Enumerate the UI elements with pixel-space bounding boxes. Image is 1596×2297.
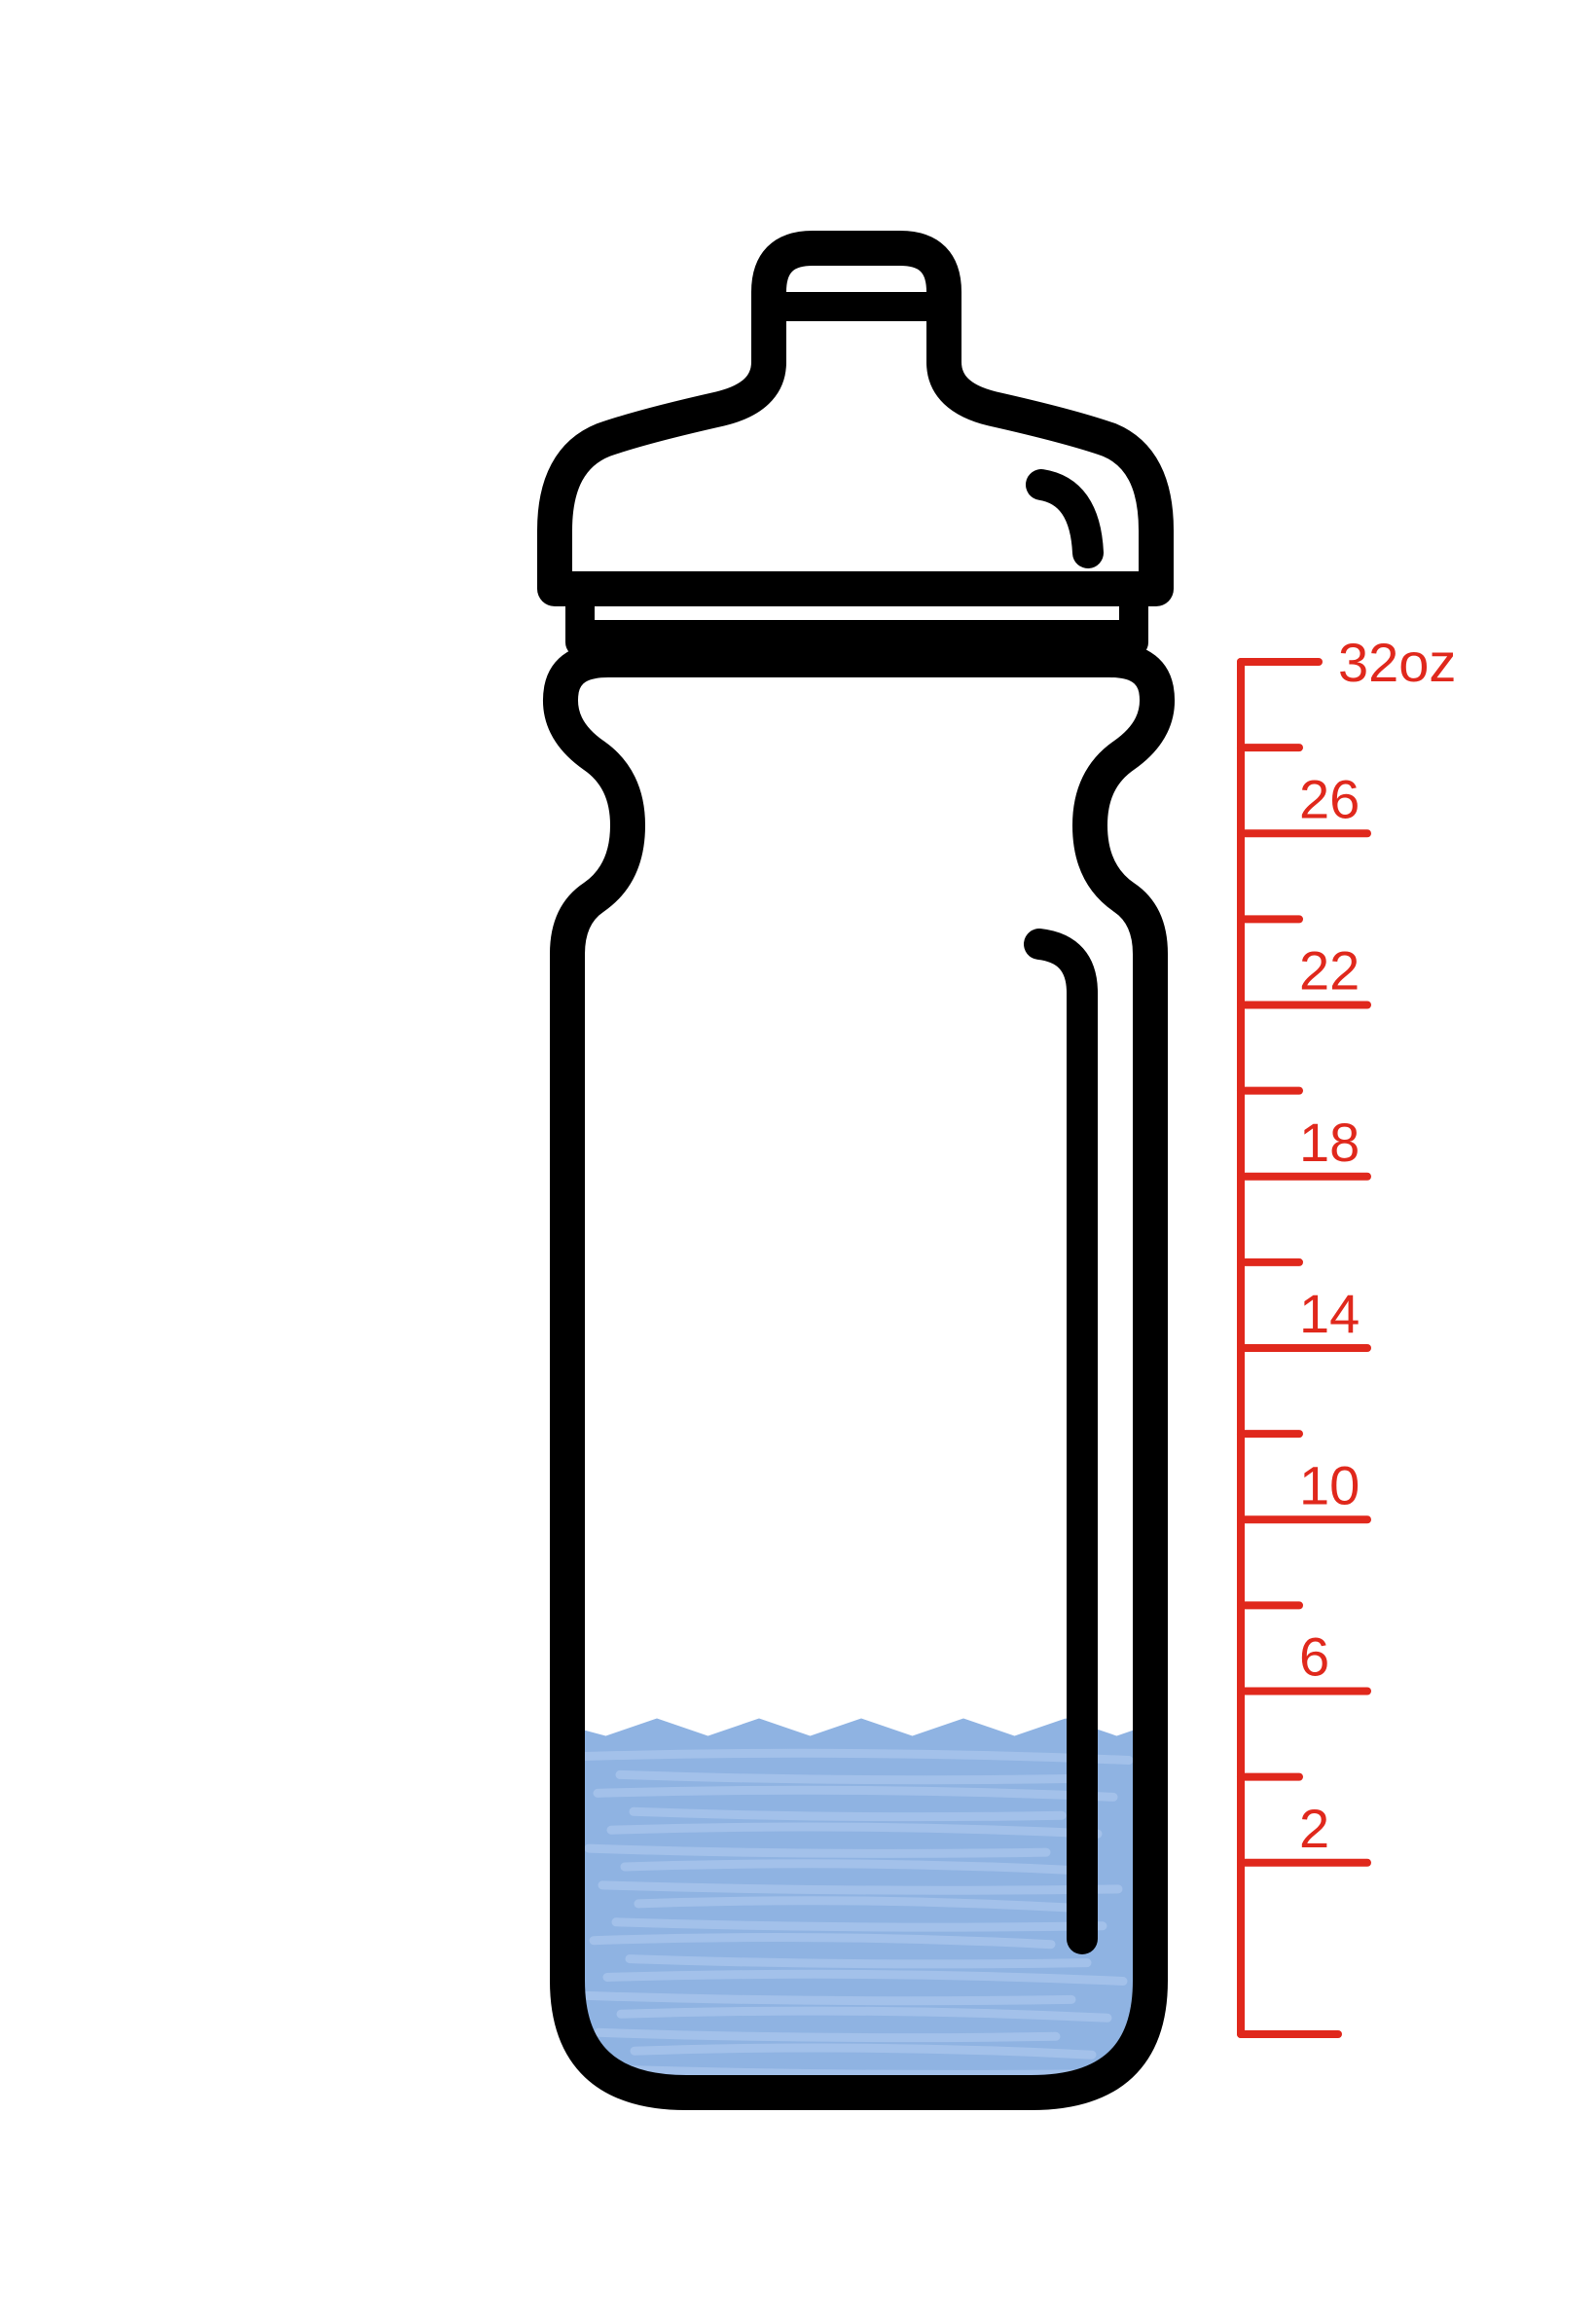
water-streak [594,2027,1061,2043]
scale-label-12: 10 [1299,1454,1360,1515]
cap-dome [537,345,1174,606]
water-streak [580,1990,1076,2006]
bottle-outline [537,231,1175,2110]
water-streak [579,1748,1134,1765]
measurement-scale: 32oz 26 22 18 14 10 6 2 [1237,632,1456,2038]
water-streak [606,1822,1103,1839]
water-fill [560,1718,1158,2093]
water-streak [629,1806,1067,1822]
bottle-body [543,642,1175,2110]
water-streak [634,1896,1071,1913]
water-streak [620,1859,1087,1876]
cap-nozzle [751,231,961,380]
water-streak [593,1785,1118,1802]
water-streak [589,1933,1056,1950]
scale-label-24: 22 [1299,940,1360,1002]
water-streak [625,1954,1092,1969]
water-streaks [579,1748,1134,2079]
scale-label-8: 6 [1299,1626,1329,1688]
scale-label-20: 18 [1299,1112,1360,1173]
cap-highlight [1026,469,1104,568]
water-streak [616,2006,1112,2023]
body-highlight [1024,929,1098,1954]
scale-label-4: 2 [1299,1798,1329,1859]
scale-ticks: 32oz 26 22 18 14 10 6 2 [1237,632,1456,2038]
water-streak [584,1843,1051,1858]
scale-label-28: 26 [1299,768,1360,829]
water-streak [615,1769,1082,1785]
water-streak [607,2064,1133,2079]
scale-label-16: 14 [1299,1283,1360,1344]
water-streak [602,1969,1128,1986]
water-streak [598,1880,1123,1895]
water-streak [611,1917,1107,1932]
water-streak [630,2043,1097,2060]
scale-label-32: 32oz [1338,632,1456,693]
